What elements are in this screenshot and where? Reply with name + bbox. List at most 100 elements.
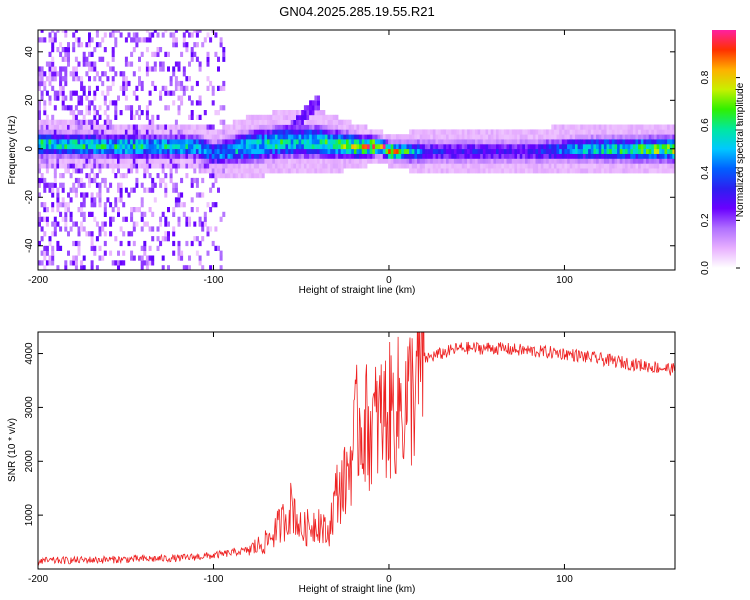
spectrogram-cell <box>480 168 484 174</box>
colorbar-tick-label: 0.8 <box>700 70 711 84</box>
spectrogram-cell <box>256 139 260 145</box>
spectrogram-cell <box>53 119 57 125</box>
spectrogram-cell <box>95 124 99 130</box>
spectrogram-cell <box>114 202 118 208</box>
spectrogram-cell <box>59 245 63 251</box>
spectrogram-cell <box>64 211 68 217</box>
spectrogram-cell <box>314 129 318 135</box>
spectrogram-cell <box>396 139 399 145</box>
spectrogram-cell <box>127 143 131 150</box>
spectrogram-cell <box>103 129 107 135</box>
spectrogram-cell <box>206 129 210 135</box>
spectrogram-cell <box>38 240 41 247</box>
spectrogram-cell <box>117 163 120 169</box>
spectrogram-cell <box>88 148 91 154</box>
spectrogram-cell <box>195 192 199 198</box>
spectrogram-cell <box>103 240 107 247</box>
spectrogram-cell <box>48 158 52 164</box>
spectrogram-cell <box>61 182 65 188</box>
spectrogram-cell <box>527 153 531 159</box>
spectrogram-cell <box>559 139 563 145</box>
spectrogram-cell <box>422 148 426 154</box>
spectrogram-cell <box>432 163 436 169</box>
spectrogram-cell <box>269 124 273 130</box>
spectrogram-cell <box>140 134 144 140</box>
spectrogram-cell <box>177 143 181 150</box>
spectrogram-cell <box>651 148 655 154</box>
spectrogram-cell <box>401 139 405 145</box>
spectrogram-cell <box>619 129 623 135</box>
spectrogram-cell <box>606 148 610 154</box>
spectrogram-cell <box>290 143 294 150</box>
spectrogram-cell <box>348 143 352 150</box>
spectrogram-cell <box>553 134 557 140</box>
spectrogram-cell <box>53 129 57 135</box>
spectrogram-cell <box>296 148 299 154</box>
spectrogram-cell <box>114 30 118 33</box>
spectrogram-cell <box>64 148 68 154</box>
spectrogram-cell <box>417 134 420 140</box>
spectrogram-cell <box>590 163 594 169</box>
spectrogram-cell <box>672 153 675 159</box>
spectrogram-cell <box>572 139 576 145</box>
spectrogram-cell <box>472 134 476 140</box>
spectrogram-cell <box>159 148 163 154</box>
spectrogram-cell <box>522 134 526 140</box>
spectrogram-cell <box>651 163 655 169</box>
spectrogram-cell <box>61 66 65 72</box>
spectrogram-cell <box>48 236 52 242</box>
spectrogram-cell <box>664 148 668 154</box>
spectrogram-cell <box>90 163 94 169</box>
spectrogram-cell <box>490 139 494 145</box>
spectrogram-cell <box>80 207 84 213</box>
spectrogram-cell <box>80 182 84 188</box>
spectrogram-cell <box>638 134 642 140</box>
spectrogram-cell <box>535 163 539 169</box>
spectrogram-cell <box>156 163 160 169</box>
spectrogram-cell <box>219 216 223 222</box>
spectrogram-cell <box>509 158 513 164</box>
spectrogram-cell <box>177 158 181 164</box>
spectrogram-cell <box>438 153 442 159</box>
spectrogram-cell <box>396 153 399 159</box>
spectrogram-cell <box>72 221 76 227</box>
spectrogram-cell <box>546 168 549 174</box>
spectrogram-cell <box>332 143 336 150</box>
spectrogram-cell <box>406 163 410 169</box>
spectrogram-cell <box>214 51 218 57</box>
spectrogram-cell <box>88 143 91 150</box>
spectrogram-cell <box>206 61 210 67</box>
spectrogram-cell <box>546 163 549 169</box>
spectrogram-cell <box>38 148 41 154</box>
spectrogram-cell <box>188 265 191 270</box>
spectrogram-cell <box>224 129 228 135</box>
spectrogram-cell <box>259 114 263 120</box>
spectrogram-cell <box>235 158 239 164</box>
spectrogram-cell <box>243 119 247 125</box>
spectrogram-cell <box>40 129 44 135</box>
spectrogram-cell <box>374 148 378 154</box>
spectrogram-cell <box>543 168 547 174</box>
spectrogram-cell <box>253 134 257 140</box>
spectrogram-cell <box>651 124 655 130</box>
spectrogram-cell <box>282 158 286 164</box>
spectrogram-cell <box>82 61 86 67</box>
spectrogram-cell <box>417 153 420 159</box>
spectrogram-cell <box>151 51 155 57</box>
spectrogram-cell <box>635 148 639 154</box>
spectrogram-cell <box>240 139 244 145</box>
spectrogram-cell <box>59 226 63 232</box>
spectrogram-cell <box>80 226 84 232</box>
spectrogram-cell <box>264 158 268 164</box>
spectrogram-cell <box>522 143 526 150</box>
spectrogram-cell <box>448 158 452 164</box>
spectrogram-cell <box>67 105 70 111</box>
spectrogram-cell <box>411 139 415 145</box>
spectrogram-cell <box>480 129 484 135</box>
spectrogram-cell <box>51 163 55 169</box>
spectrogram-cell <box>335 168 339 174</box>
spectrogram-cell <box>227 124 231 130</box>
spectrogram-ytick-label: -20 <box>24 190 35 205</box>
spectrogram-cell <box>132 187 136 193</box>
spectrogram-cell <box>430 134 434 140</box>
